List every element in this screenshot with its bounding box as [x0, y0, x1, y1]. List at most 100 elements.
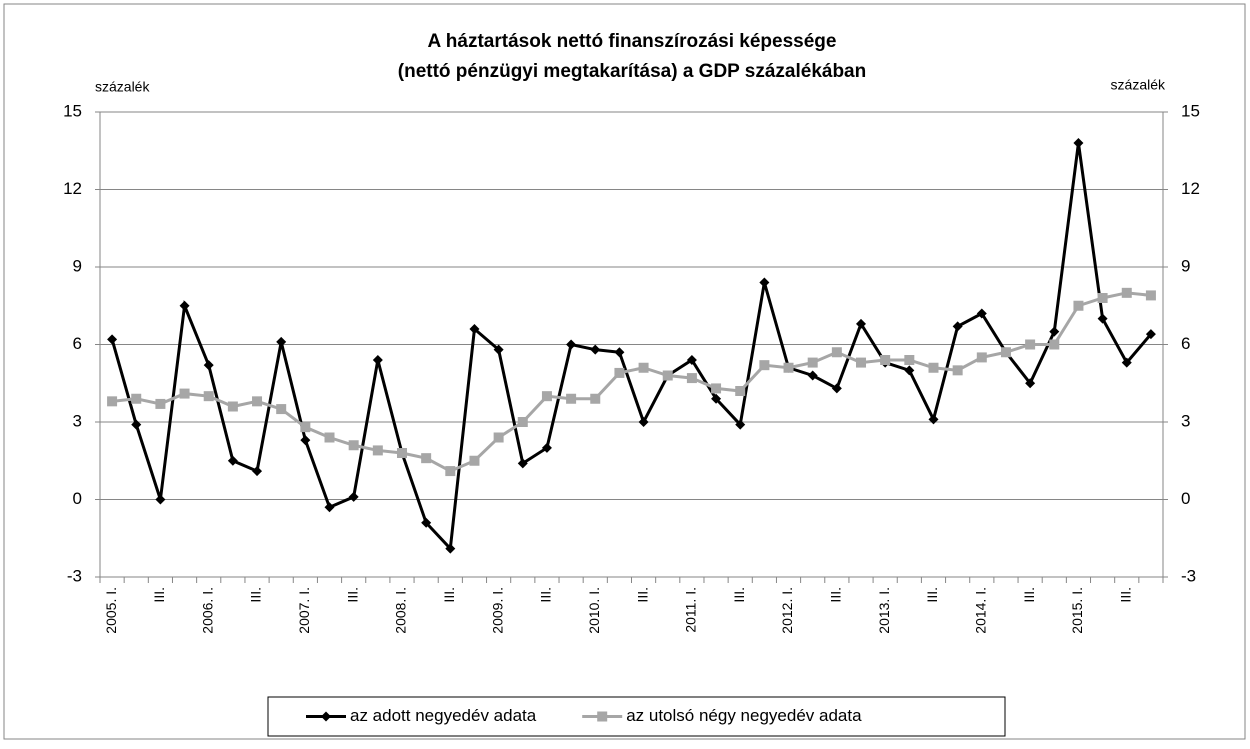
y-tick-label: 0 [73, 489, 82, 508]
marker [686, 355, 697, 365]
marker [155, 494, 166, 505]
marker [107, 334, 118, 345]
marker [517, 417, 528, 427]
marker [976, 308, 987, 319]
marker [276, 336, 287, 347]
x-tick-label: III. [924, 587, 940, 603]
marker [1049, 326, 1060, 337]
marker [566, 339, 577, 350]
x-tick-label: 2013. I. [876, 587, 892, 634]
x-tick-label: 2005. I. [103, 587, 119, 634]
marker [541, 391, 552, 402]
x-tick-label: 2008. I. [393, 587, 409, 634]
marker [976, 352, 987, 363]
marker [179, 388, 190, 399]
y2-tick-label: 9 [1181, 256, 1190, 275]
marker [1025, 339, 1036, 350]
marker [566, 393, 577, 404]
y-tick-label: 15 [63, 101, 82, 120]
marker [445, 543, 456, 554]
marker [541, 442, 552, 453]
marker [493, 432, 504, 443]
marker [276, 404, 287, 415]
y-tick-label: 12 [63, 179, 82, 198]
marker [227, 455, 238, 466]
y2-tick-label: -3 [1181, 566, 1196, 585]
marker [1049, 339, 1060, 350]
marker [952, 365, 963, 376]
legend-box [267, 696, 1006, 737]
marker [421, 453, 432, 464]
marker [300, 422, 311, 433]
marker [372, 445, 383, 456]
marker [203, 360, 214, 371]
x-tick-label: 2012. I. [779, 587, 795, 634]
y-tick-label: -3 [67, 566, 82, 585]
marker [155, 398, 166, 409]
marker [1121, 287, 1132, 298]
x-tick-label: III. [538, 587, 554, 603]
marker [252, 396, 263, 407]
marker [928, 362, 939, 373]
marker [686, 373, 697, 384]
marker [469, 455, 480, 466]
marker [1097, 313, 1108, 324]
x-tick-label: 2006. I. [199, 587, 215, 634]
x-tick-label: III. [1021, 587, 1037, 603]
marker [662, 370, 673, 381]
marker [614, 347, 625, 358]
x-tick-label: III. [1117, 587, 1133, 603]
marker [831, 383, 842, 394]
series-line [110, 142, 1153, 552]
marker [131, 419, 142, 430]
x-tick-label: 2011. I. [683, 587, 699, 633]
y-tick-label: 6 [73, 334, 82, 353]
marker [735, 386, 746, 396]
marker [759, 277, 770, 288]
y2-tick-label: 3 [1181, 411, 1190, 430]
x-tick-label: 2009. I. [489, 587, 505, 634]
marker [203, 391, 214, 402]
marker [300, 435, 311, 446]
y-axis-label: százalék [95, 79, 150, 95]
x-tick-label: III. [634, 587, 650, 603]
x-tick-label: III. [828, 587, 844, 603]
marker [590, 344, 601, 355]
marker [831, 347, 842, 358]
marker [469, 324, 480, 334]
x-tick-label: III. [151, 587, 167, 603]
y-tick-label: 3 [73, 411, 82, 430]
marker [1025, 378, 1036, 389]
marker [1097, 293, 1108, 303]
x-tick-label: III. [248, 587, 264, 603]
y-tick-label: 9 [73, 256, 82, 275]
marker [597, 711, 608, 722]
marker [1073, 300, 1084, 311]
x-tick-label: 2015. I. [1069, 587, 1085, 634]
marker [711, 383, 722, 394]
marker [493, 344, 504, 355]
marker [348, 440, 359, 451]
y2-tick-label: 12 [1181, 179, 1200, 198]
marker [321, 711, 331, 722]
marker [324, 432, 335, 443]
marker [445, 466, 456, 477]
marker [783, 362, 794, 373]
x-tick-label: III. [731, 587, 747, 603]
marker [711, 393, 722, 404]
marker [107, 396, 118, 407]
marker [614, 367, 625, 378]
marker [421, 517, 432, 528]
marker [638, 417, 649, 427]
y2-tick-label: 6 [1181, 334, 1190, 353]
marker [928, 414, 939, 425]
marker [807, 370, 818, 381]
marker [517, 458, 528, 469]
marker [348, 491, 359, 502]
marker [638, 362, 649, 373]
marker [1073, 138, 1084, 148]
marker [880, 355, 891, 365]
x-tick-label: 2010. I. [586, 587, 602, 634]
marker [807, 357, 818, 368]
